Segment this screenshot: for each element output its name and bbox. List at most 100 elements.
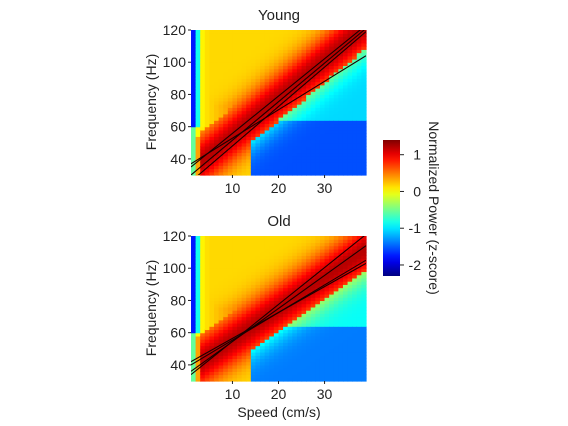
heatmap-cell: [214, 97, 220, 102]
heatmap-cell: [237, 65, 243, 70]
heatmap-cell: [214, 107, 220, 112]
heatmap-cell: [223, 371, 229, 376]
heatmap-cell: [214, 252, 220, 256]
heatmap-cell: [241, 236, 247, 240]
heatmap-cell: [287, 117, 293, 121]
heatmap-cell: [315, 142, 321, 147]
heatmap-cell: [204, 323, 211, 327]
heatmap-cell: [264, 377, 270, 382]
heatmap-cell: [338, 136, 344, 141]
heatmap-cell: [278, 306, 284, 311]
heatmap-cell: [218, 117, 224, 121]
heatmap-cell: [319, 49, 326, 54]
heatmap-cell: [209, 123, 215, 128]
heatmap-cell: [329, 255, 335, 260]
heatmap-cell: [250, 371, 257, 376]
heatmap-cell: [255, 377, 261, 382]
heatmap-cell: [250, 361, 257, 366]
heatmap-cell: [315, 59, 321, 63]
heatmap-cell: [283, 68, 289, 73]
heatmap-cell: [218, 84, 224, 89]
heatmap-cell: [287, 326, 293, 331]
heatmap-cell: [315, 355, 321, 360]
heatmap-cell: [214, 94, 220, 99]
heatmap-cell: [200, 113, 206, 118]
heatmap-cell: [237, 258, 243, 263]
heatmap-cell: [301, 91, 307, 96]
heatmap-cell: [315, 258, 321, 263]
heatmap-cell: [195, 59, 201, 63]
heatmap-cell: [195, 342, 201, 347]
heatmap-cell: [306, 358, 312, 363]
heatmap-cell: [278, 342, 284, 347]
heatmap-cell: [333, 255, 339, 260]
heatmap-cell: [356, 168, 362, 173]
heatmap-cell: [195, 65, 201, 70]
heatmap-cell: [356, 368, 362, 372]
heatmap-cell: [260, 81, 266, 86]
heatmap-cell: [255, 277, 261, 282]
heatmap-cell: [241, 271, 247, 276]
heatmap-cell: [342, 245, 349, 250]
heatmap-cell: [329, 46, 335, 50]
heatmap-cell: [241, 59, 247, 63]
heatmap-cell: [232, 117, 238, 121]
heatmap-cell: [260, 294, 266, 298]
heatmap-cell: [329, 39, 335, 44]
heatmap-cell: [218, 268, 224, 273]
heatmap-cell: [255, 364, 261, 369]
heatmap-cell: [283, 71, 289, 76]
heatmap-cell: [260, 91, 266, 96]
heatmap-cell: [246, 339, 252, 343]
heatmap-cell: [278, 252, 284, 256]
heatmap-cell: [283, 104, 289, 108]
heatmap-cell: [347, 152, 353, 157]
heatmap-cell: [250, 104, 257, 108]
heatmap-cell: [296, 62, 303, 67]
heatmap-cell: [237, 374, 243, 379]
heatmap-cell: [241, 352, 247, 356]
heatmap-cell: [227, 120, 234, 125]
heatmap-cell: [191, 117, 197, 121]
heatmap-cell: [287, 342, 293, 347]
heatmap-cell: [204, 371, 211, 376]
heatmap-cell: [301, 248, 307, 253]
heatmap-cell: [218, 345, 224, 350]
heatmap-cell: [352, 52, 358, 57]
heatmap-cell: [306, 368, 312, 372]
heatmap-cell: [301, 258, 307, 263]
heatmap-cell: [292, 129, 298, 134]
heatmap-cell: [361, 348, 367, 353]
heatmap-cell: [214, 62, 220, 67]
heatmap-cell: [287, 348, 293, 353]
heatmap-cell: [329, 84, 335, 89]
heatmap-cell: [273, 52, 280, 57]
heatmap-cell: [278, 271, 284, 276]
heatmap-cell: [306, 110, 312, 115]
heatmap-cell: [301, 364, 307, 369]
heatmap-cell: [232, 265, 238, 269]
heatmap-cell: [283, 255, 289, 260]
heatmap-cell: [191, 297, 197, 302]
heatmap-cell: [264, 149, 270, 154]
heatmap-cell: [218, 126, 224, 131]
heatmap-cell: [223, 268, 229, 273]
heatmap-cell: [296, 284, 303, 289]
heatmap-cell: [361, 284, 367, 289]
heatmap-cell: [250, 303, 257, 308]
heatmap-cell: [283, 120, 289, 125]
heatmap-cell: [361, 75, 367, 79]
heatmap-cell: [333, 120, 339, 125]
heatmap-cell: [195, 129, 201, 134]
heatmap-cell: [342, 123, 349, 128]
heatmap-cell: [301, 352, 307, 356]
heatmap-cell: [315, 36, 321, 41]
heatmap-cell: [283, 236, 289, 240]
heatmap-cell: [301, 374, 307, 379]
heatmap-cell: [273, 284, 280, 289]
heatmap-cell: [329, 88, 335, 92]
heatmap-cell: [237, 158, 243, 163]
heatmap-cell: [204, 316, 211, 321]
heatmap-cell: [255, 39, 261, 44]
heatmap-cell: [278, 52, 284, 57]
